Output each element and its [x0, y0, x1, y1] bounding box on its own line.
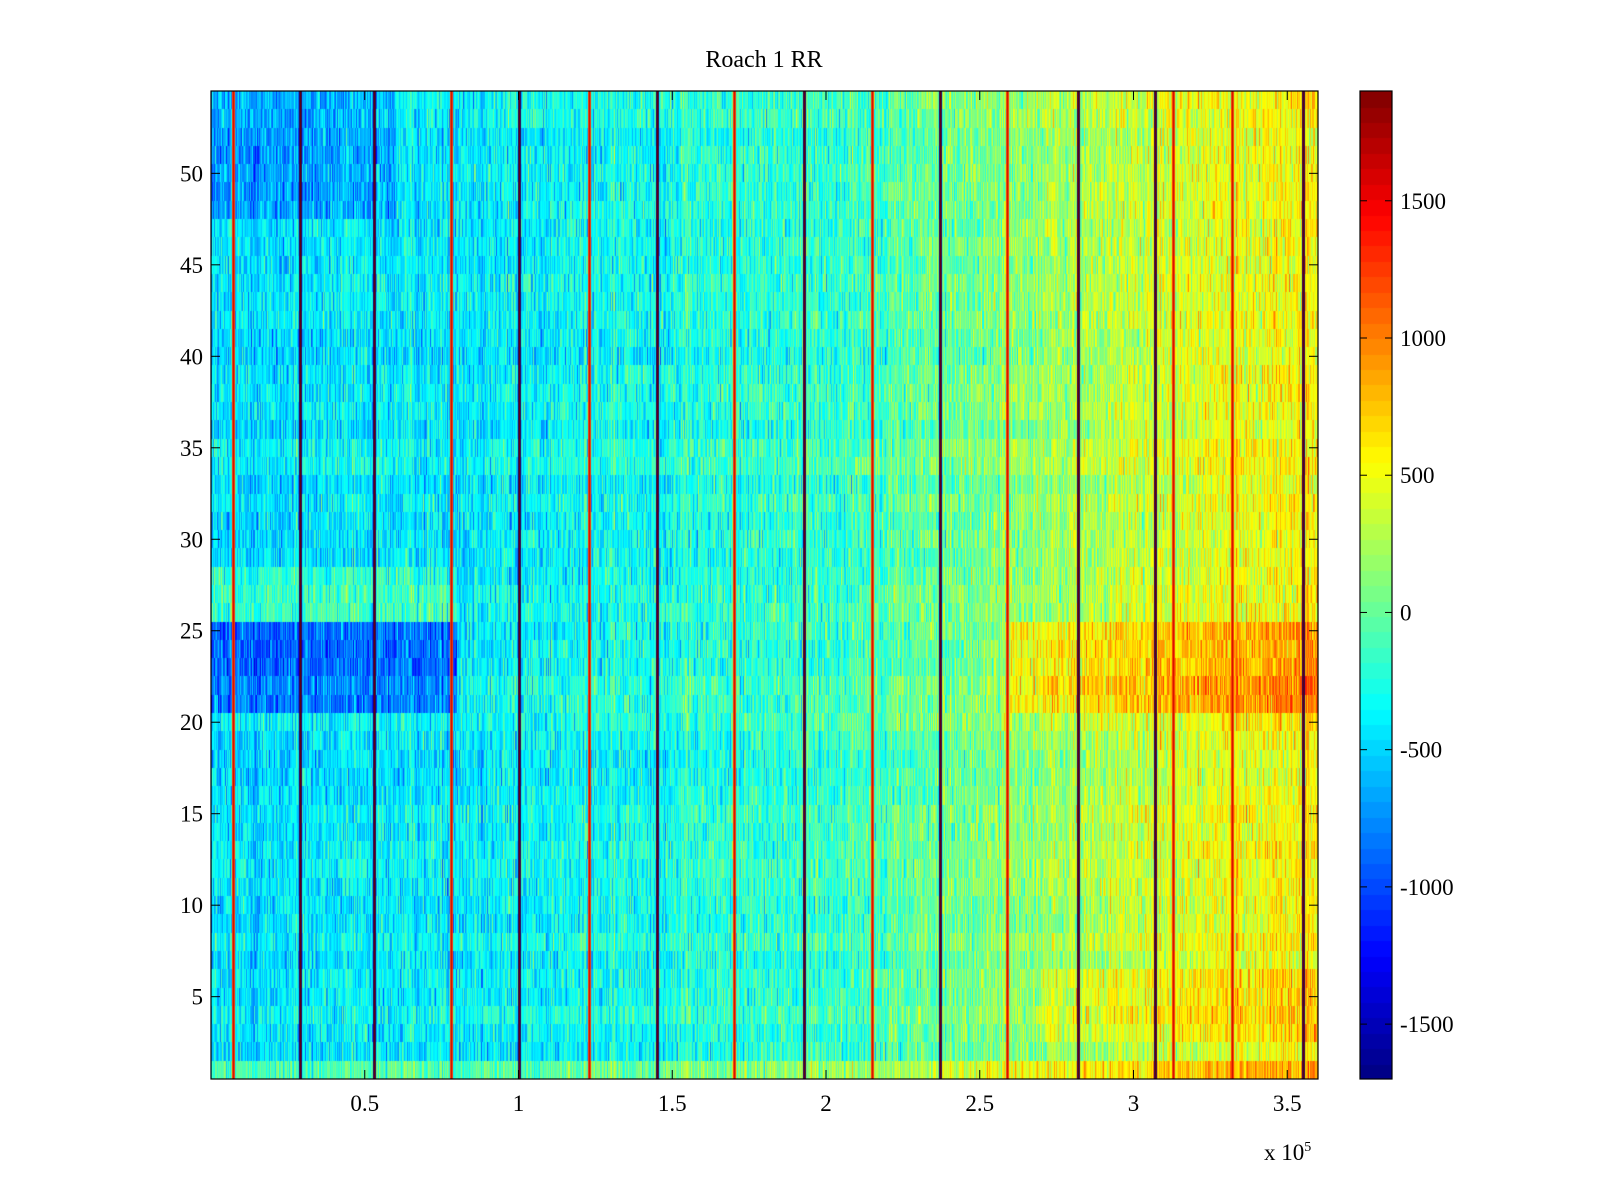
y-tick-label: 35: [180, 436, 203, 461]
colorbar-tick-label: -500: [1400, 738, 1442, 763]
colorbar-axis: 1500 1000 500 0 -500 -1000 -1500: [1360, 189, 1454, 1037]
y-tick-label: 20: [180, 710, 203, 735]
y-tick-label: 25: [180, 619, 203, 644]
x-tick-label: 1: [513, 1091, 525, 1116]
x-tick-label: 1.5: [658, 1091, 687, 1116]
x-multiplier-base: x 10: [1264, 1140, 1304, 1165]
x-tick-label: 0.5: [350, 1091, 379, 1116]
x-tick-label: 3: [1128, 1091, 1140, 1116]
heatmap-plot-area: [211, 91, 1318, 1079]
colorbar-tick-label: 0: [1400, 600, 1412, 625]
y-tick-label: 50: [180, 161, 203, 186]
colorbar-tick-label: -1000: [1400, 875, 1454, 900]
x-tick-label: 2.5: [965, 1091, 994, 1116]
y-tick-label: 10: [180, 893, 203, 918]
x-axis-multiplier: x 105: [1264, 1140, 1311, 1165]
x-tick-label: 2: [820, 1091, 832, 1116]
colorbar-tick-label: 500: [1400, 463, 1435, 488]
y-tick-label: 15: [180, 802, 203, 827]
colorbar-tick-label: 1000: [1400, 326, 1446, 351]
colorbar: [1360, 91, 1392, 1079]
colorbar-tick-label: 1500: [1400, 189, 1446, 214]
colorbar-frame: [1359, 90, 1393, 1080]
colorbar-tick-label: -1500: [1400, 1012, 1454, 1037]
y-tick-label: 30: [180, 527, 203, 552]
x-axis: 0.5 1 1.5 2 2.5 3 3.5: [350, 91, 1302, 1116]
y-tick-label: 45: [180, 253, 203, 278]
y-tick-label: 40: [180, 344, 203, 369]
axes-frame: [210, 90, 1319, 1080]
y-axis: 5 10 15 20 25 30 35 40 45 50: [180, 161, 1318, 1010]
chart-title: Roach 1 RR: [705, 47, 822, 73]
x-multiplier-exponent: 5: [1304, 1140, 1311, 1155]
x-tick-label: 3.5: [1273, 1091, 1302, 1116]
y-tick-label: 5: [192, 985, 204, 1010]
